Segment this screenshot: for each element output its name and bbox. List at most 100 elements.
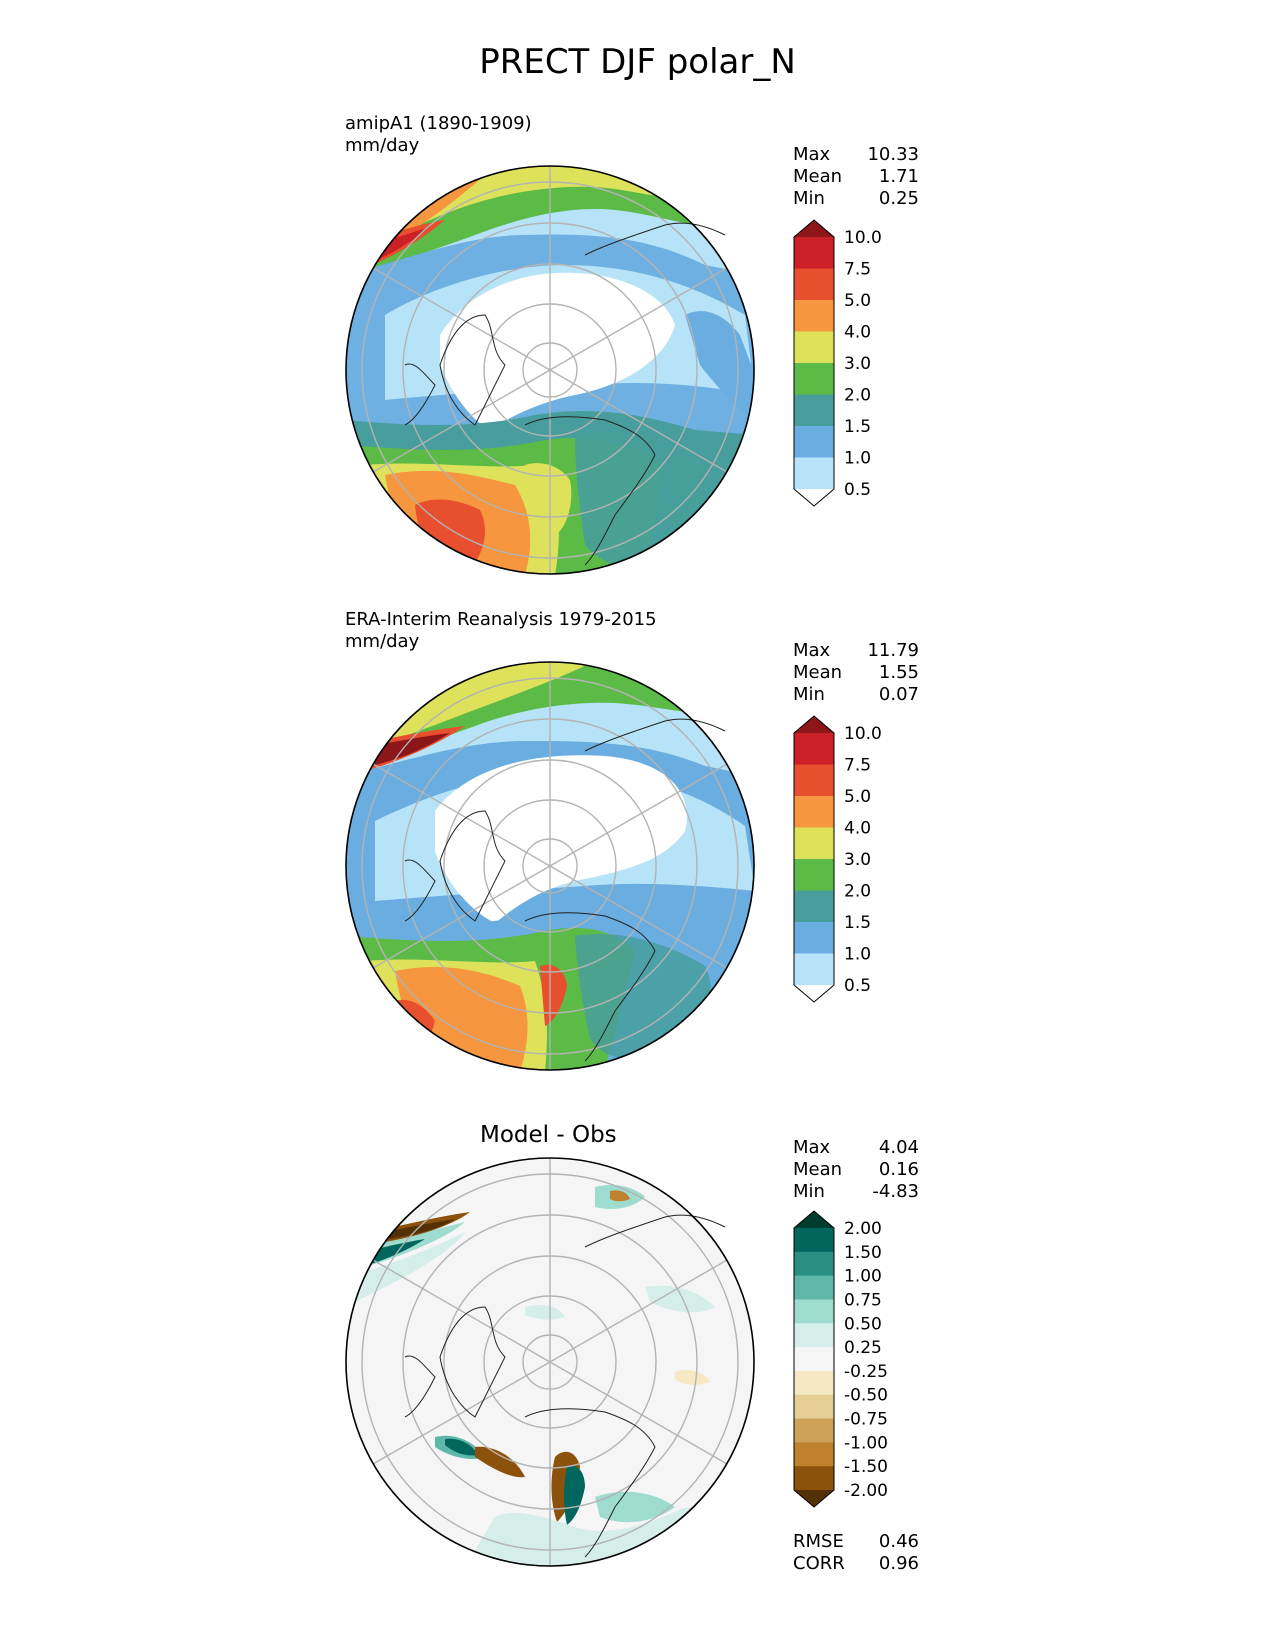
stat-label: Mean [793, 662, 843, 683]
precip-colorbar-segment [794, 300, 834, 332]
stat-label: Mean [793, 166, 843, 187]
diff-colorbar-tick-label: 2.00 [844, 1219, 882, 1239]
diff-colorbar: -2.00 -1.50 -1.00 -0.75 -0.50 -0.25 0.25 0.50 0.… [793, 1210, 888, 1508]
precip-colorbar-segment [794, 890, 834, 923]
panel2-colorbar: 0.5 1.0 1.5 2.0 3.0 4.0 5.0 7.5 10.0 [793, 715, 882, 1003]
panel2-case-name: ERA-Interim Reanalysis 1979-2015 [345, 609, 657, 630]
precip-colorbar-tick-label: 2.0 [844, 882, 871, 902]
panel3-polar-map [345, 1157, 755, 1567]
diff-colorbar-extend-max [794, 1211, 834, 1228]
precip-colorbar-segment [794, 394, 834, 427]
stat-value: 10.33 [867, 144, 919, 165]
panel1-colorbar: 0.5 1.0 1.5 2.0 3.0 4.0 5.0 7.5 10.0 [793, 219, 882, 507]
diff-colorbar-extend-min [794, 1490, 834, 1507]
diff-colorbar-segment [794, 1228, 834, 1253]
diff-panel-title: Model - Obs [480, 1122, 617, 1148]
diff-colorbar-tick-label: -0.50 [844, 1386, 888, 1406]
stat-value: 0.07 [878, 684, 919, 705]
precip-colorbar-tick-label: 5.0 [844, 787, 871, 807]
diff-colorbar-segment [794, 1251, 834, 1277]
stat-label: Max [793, 1137, 831, 1158]
stat-value: 0.25 [878, 188, 919, 209]
panel1-units: mm/day [345, 135, 420, 156]
diff-colorbar-tick-label: -1.00 [844, 1433, 888, 1453]
precip-colorbar-segment [794, 859, 834, 891]
precip-colorbar-segment [794, 457, 834, 490]
metric-value: 0.46 [878, 1531, 919, 1552]
precip-colorbar-tick-label: 4.0 [844, 323, 871, 343]
precip-colorbar-tick-label: 1.0 [844, 945, 871, 965]
stat-label: Max [793, 640, 831, 661]
precip-colorbar-segment [794, 796, 834, 828]
precip-colorbar-tick-label: 1.5 [844, 417, 871, 437]
precip-colorbar-segment [794, 426, 834, 458]
panel1-label: amipA1 (1890-1909) mm/day [345, 113, 532, 157]
precip-colorbar-tick-label: 0.5 [844, 480, 871, 500]
panel1-case-name: amipA1 (1890-1909) [345, 113, 532, 134]
diff-colorbar-segment [794, 1370, 834, 1396]
panel3-stats: Max 4.04 Mean 0.16 Min -4.83 [793, 1137, 919, 1203]
precip-colorbar-segment [794, 363, 834, 395]
precip-colorbar-segment [794, 331, 834, 364]
metric-label: RMSE [793, 1531, 844, 1552]
precip-colorbar-segment [794, 764, 834, 797]
panel2-stats: Max 11.79 Mean 1.55 Min 0.07 [793, 640, 919, 706]
precip-colorbar-tick-label: 10.0 [844, 724, 882, 744]
precip-colorbar-segment [794, 922, 834, 954]
diff-colorbar-segment [794, 1323, 834, 1348]
stat-value: 11.79 [867, 640, 919, 661]
diff-colorbar-tick-label: -2.00 [844, 1481, 888, 1501]
precip-colorbar-segment [794, 237, 834, 269]
precip-colorbar-tick-label: 0.5 [844, 976, 871, 996]
metric-label: CORR [793, 1553, 845, 1574]
precip-colorbar-tick-label: 7.5 [844, 756, 871, 776]
stat-value: 1.55 [878, 662, 919, 683]
precip-colorbar-tick-label: 5.0 [844, 291, 871, 311]
diff-colorbar-tick-label: 1.50 [844, 1243, 882, 1263]
stat-label: Max [793, 144, 831, 165]
panel2-polar-map [345, 661, 755, 1071]
diff-colorbar-segment [794, 1299, 834, 1324]
stat-label: Mean [793, 1159, 843, 1180]
diff-colorbar-segment [794, 1347, 834, 1372]
figure-title: PRECT DJF polar_N [479, 42, 796, 82]
diff-colorbar-segment [794, 1466, 834, 1491]
stat-value: 1.71 [878, 166, 919, 187]
precip-colorbar-tick-label: 3.0 [844, 354, 871, 374]
diff-colorbar-segment [794, 1394, 834, 1420]
precip-colorbar-outline [793, 219, 835, 507]
precip-colorbar-tick-label: 4.0 [844, 819, 871, 839]
diff-colorbar-segment [794, 1418, 834, 1443]
panel2-label: ERA-Interim Reanalysis 1979-2015 mm/day [345, 609, 657, 653]
diff-colorbar-segment [794, 1275, 834, 1300]
precip-colorbar-tick-label: 7.5 [844, 260, 871, 280]
stat-value: -4.83 [872, 1181, 919, 1202]
precip-colorbar-tick-label: 1.0 [844, 449, 871, 469]
stat-value: 4.04 [878, 1137, 919, 1158]
panel3-metrics: RMSE 0.46 CORR 0.96 [793, 1531, 919, 1575]
stat-value: 0.16 [878, 1159, 919, 1180]
precip-colorbar-extend-min [794, 985, 834, 1002]
precip-colorbar-segment [794, 827, 834, 860]
diff-colorbar-tick-label: 0.50 [844, 1314, 882, 1334]
diff-colorbar-outline [793, 1210, 835, 1508]
precip-colorbar-tick-label: 1.5 [844, 913, 871, 933]
diff-colorbar-tick-label: -0.75 [844, 1410, 888, 1430]
precip-colorbar-extend-max [794, 716, 834, 733]
diff-colorbar-tick-label: 0.25 [844, 1338, 882, 1358]
stat-label: Min [793, 684, 825, 705]
precip-colorbar-tick-label: 3.0 [844, 850, 871, 870]
diff-colorbar-tick-label: -1.50 [844, 1457, 888, 1477]
stat-label: Min [793, 188, 825, 209]
diff-colorbar-tick-label: -0.25 [844, 1362, 888, 1382]
diff-colorbar-segment [794, 1442, 834, 1467]
stat-label: Min [793, 1181, 825, 1202]
precip-colorbar-tick-label: 10.0 [844, 228, 882, 248]
precip-colorbar-segment [794, 953, 834, 986]
precip-colorbar-outline [793, 715, 835, 1003]
precip-colorbar-extend-max [794, 220, 834, 237]
panel2-units: mm/day [345, 631, 420, 652]
panel1-polar-map [345, 165, 755, 575]
panel1-stats: Max 10.33 Mean 1.71 Min 0.25 [793, 144, 919, 210]
metric-value: 0.96 [878, 1553, 919, 1574]
